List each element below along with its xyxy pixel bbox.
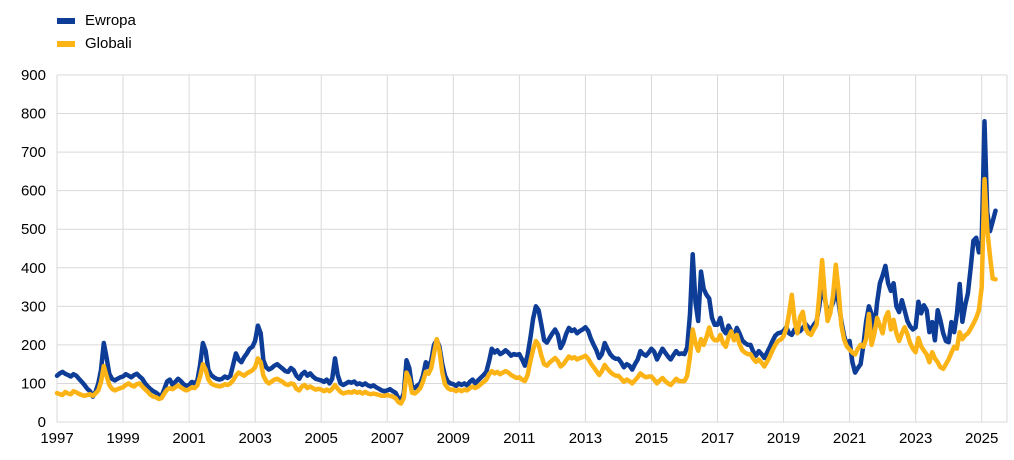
svg-text:2021: 2021 [833,430,866,447]
svg-text:700: 700 [21,144,46,161]
series-line-globali [54,176,998,406]
svg-text:2007: 2007 [371,430,404,447]
svg-text:2015: 2015 [635,430,668,447]
legend-label: Ewropa [85,12,136,29]
svg-text:2013: 2013 [569,430,602,447]
svg-text:400: 400 [21,260,46,277]
series-line-ewropa [54,119,998,403]
svg-text:900: 900 [21,67,46,84]
legend-item-globali: Globali [57,32,136,55]
svg-text:2003: 2003 [238,430,271,447]
svg-text:2019: 2019 [767,430,800,447]
svg-text:800: 800 [21,106,46,123]
svg-text:0: 0 [38,414,46,431]
svg-text:1999: 1999 [106,430,139,447]
svg-text:2017: 2017 [701,430,734,447]
legend-label: Globali [85,35,132,52]
svg-text:2001: 2001 [172,430,205,447]
legend-item-ewropa: Ewropa [57,9,136,32]
legend-swatch [57,17,75,24]
svg-text:600: 600 [21,183,46,200]
svg-text:2011: 2011 [503,430,535,447]
svg-text:300: 300 [21,298,46,315]
svg-text:2025: 2025 [965,430,998,447]
svg-text:2009: 2009 [437,430,470,447]
svg-text:1997: 1997 [40,430,73,447]
legend: Ewropa Globali [57,9,136,55]
svg-text:200: 200 [21,337,46,354]
svg-text:2023: 2023 [899,430,932,447]
svg-text:2005: 2005 [305,430,338,447]
svg-text:100: 100 [21,375,46,392]
svg-text:500: 500 [21,221,46,238]
legend-swatch [57,40,75,47]
